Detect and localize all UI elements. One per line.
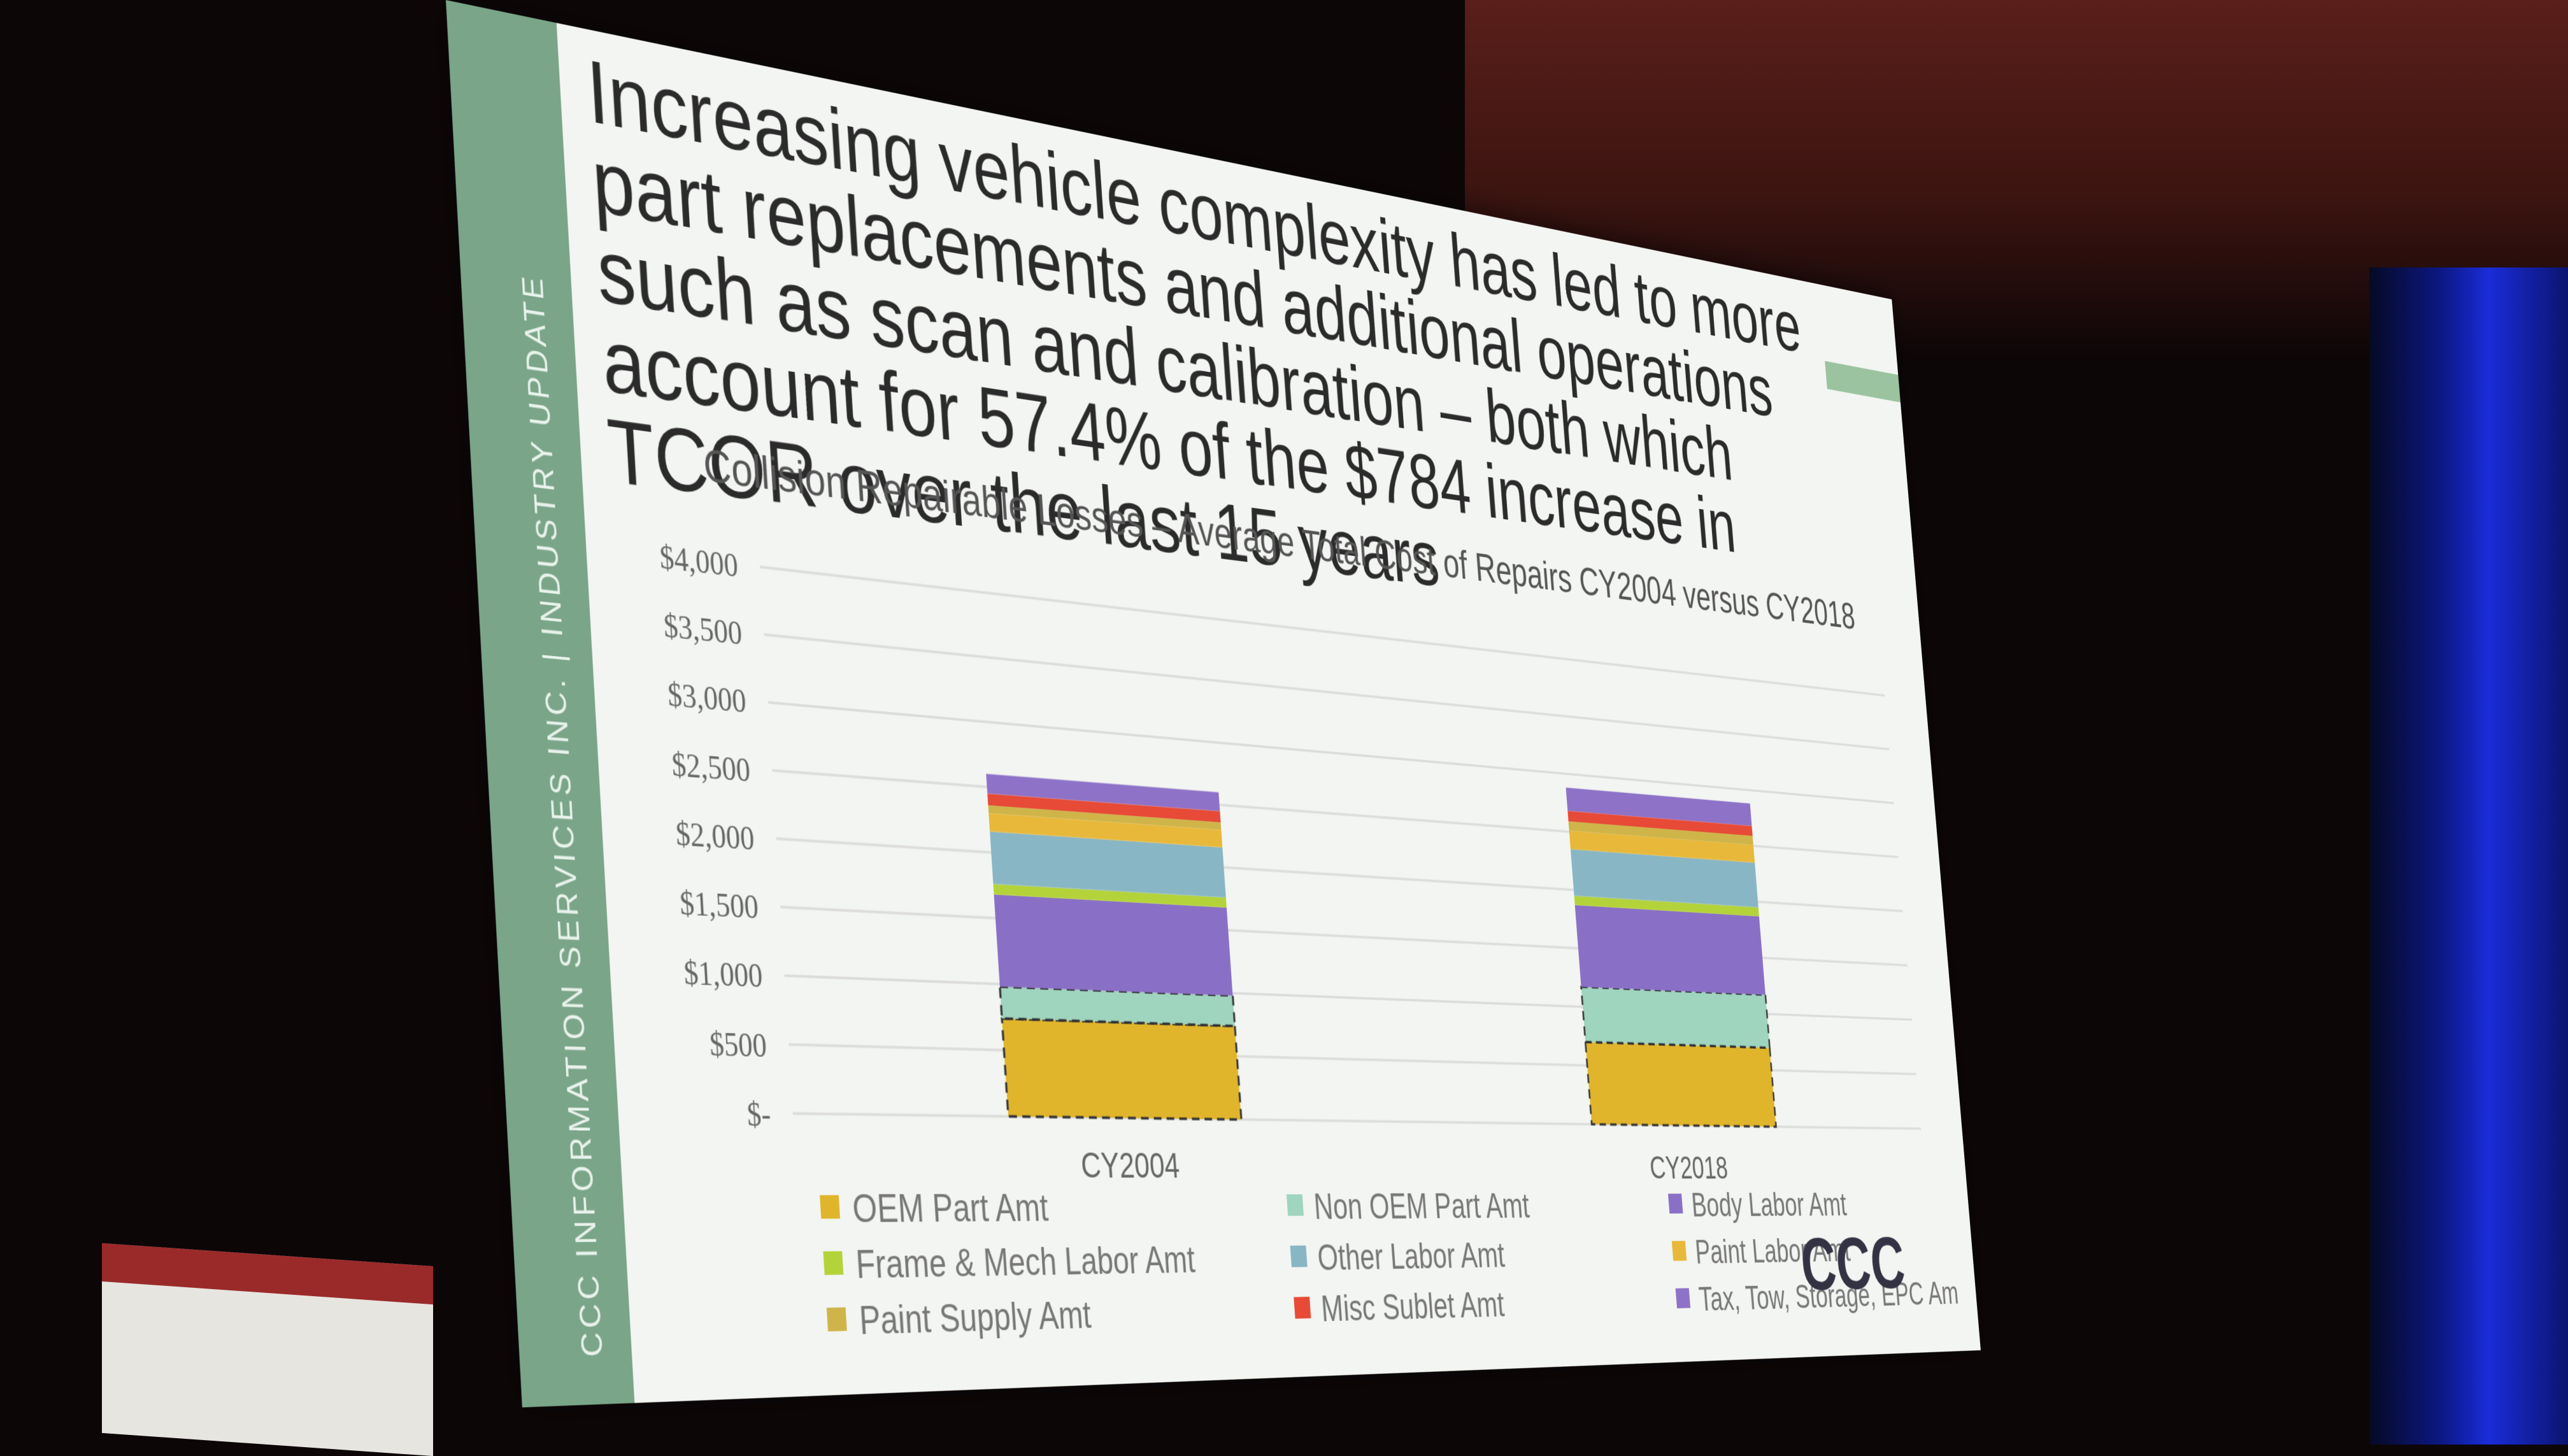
legend-swatch xyxy=(1294,1296,1311,1319)
legend-swatch xyxy=(1671,1241,1687,1261)
legend-swatch xyxy=(823,1251,844,1275)
legend-label: Frame & Mech Labor Amt xyxy=(855,1239,1197,1287)
legend-swatch xyxy=(826,1307,847,1332)
bar-segment xyxy=(994,894,1233,996)
x-category-label: CY2018 xyxy=(1648,1149,1729,1185)
legend-label: Paint Supply Amt xyxy=(858,1294,1092,1343)
legend-swatch xyxy=(820,1195,841,1219)
legend-label: Paint Labor Amt xyxy=(1694,1232,1851,1271)
gridline xyxy=(768,703,1894,803)
legend-swatch xyxy=(1675,1288,1691,1309)
legend-label: Misc Sublet Amt xyxy=(1320,1285,1506,1330)
slide-side-text: CCC INFORMATION SERVICES INC. | INDUSTRY… xyxy=(516,271,610,1358)
legend-swatch xyxy=(1667,1194,1683,1214)
legend-swatch xyxy=(1286,1194,1304,1216)
x-category-label: CY2004 xyxy=(1080,1145,1181,1185)
legend-label: Non OEM Part Amt xyxy=(1313,1187,1530,1227)
legend-label: Tax, Tow, Storage, EPC Amt xyxy=(1697,1275,1959,1318)
y-tick-label: $2,500 xyxy=(671,745,752,789)
y-tick-label: $2,000 xyxy=(674,814,755,857)
ccc-logo: CCC xyxy=(1798,1222,1908,1306)
bar-segment xyxy=(1002,1018,1241,1120)
y-tick-label: $500 xyxy=(708,1024,767,1064)
y-tick-label: $1,000 xyxy=(683,953,764,996)
legend-label: Body Labor Amt xyxy=(1690,1187,1848,1224)
y-tick-label: $4,000 xyxy=(659,538,739,585)
bar-segment xyxy=(1574,905,1765,996)
bar-segment xyxy=(1581,987,1770,1048)
presentation-slide: CCC INFORMATION SERVICES INC. | INDUSTRY… xyxy=(446,0,1981,1408)
y-tick-label: $1,500 xyxy=(679,883,760,926)
bar-segment xyxy=(1585,1042,1776,1127)
gridline xyxy=(764,634,1889,749)
blue-curtain xyxy=(2369,268,2568,1445)
y-tick-label: $- xyxy=(746,1095,772,1134)
legend-swatch xyxy=(1290,1245,1308,1267)
y-tick-label: $3,500 xyxy=(662,606,743,653)
y-tick-label: $3,000 xyxy=(667,675,748,720)
legend-label: Other Labor Amt xyxy=(1316,1236,1506,1278)
legend-label: OEM Part Amt xyxy=(851,1187,1049,1231)
